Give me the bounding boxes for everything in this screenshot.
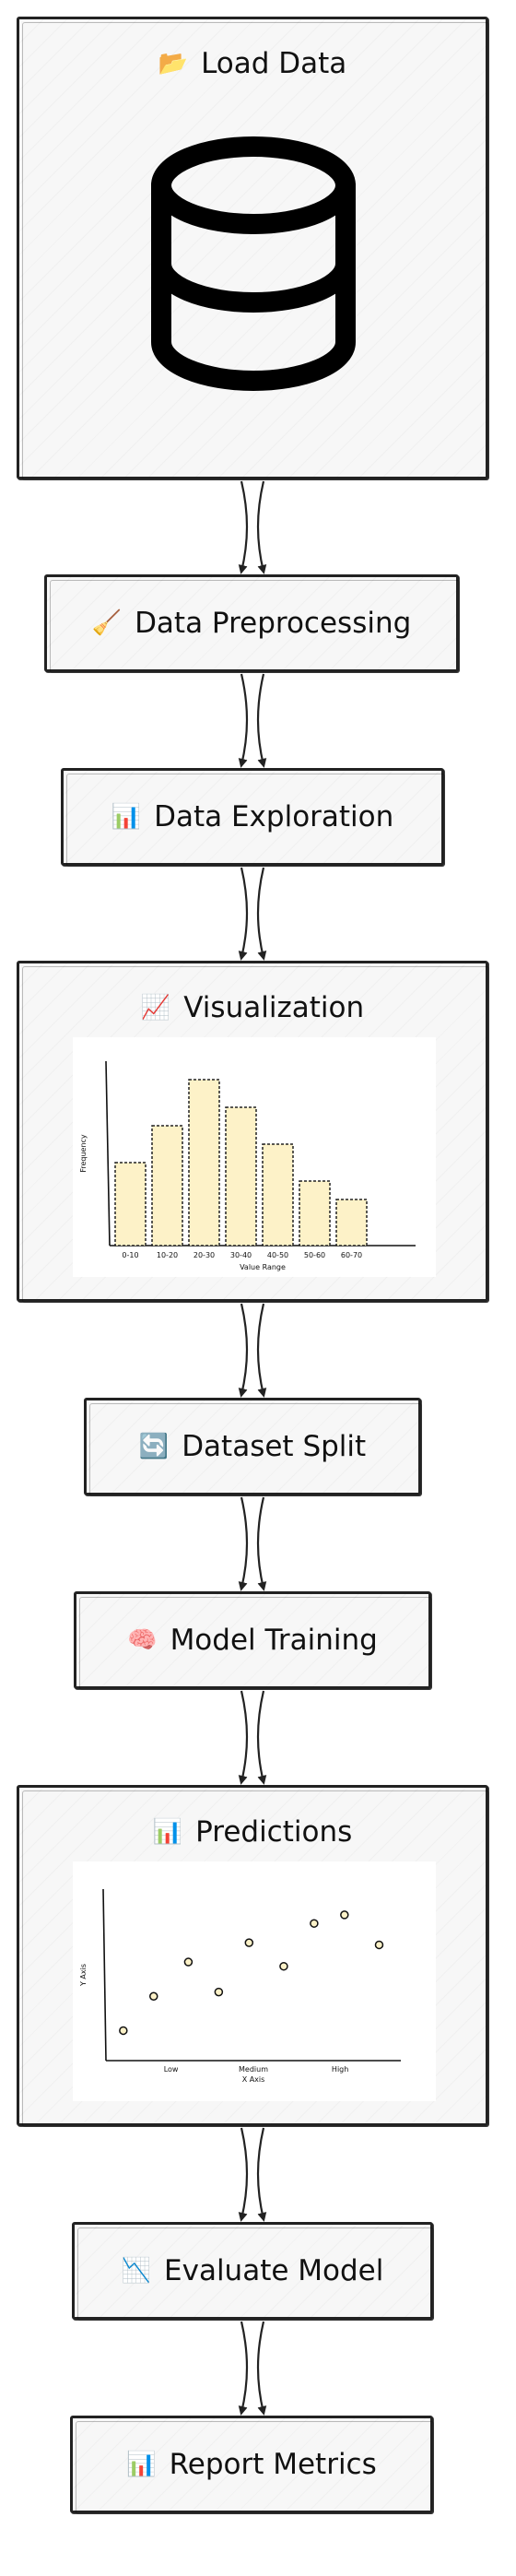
connector-arrow-7-1 bbox=[256, 2321, 267, 2416]
step-label: Data Exploration bbox=[154, 800, 394, 833]
scatter-point bbox=[183, 1957, 194, 1967]
y-axis-label: Y Axis bbox=[79, 1964, 88, 1987]
histogram-bar bbox=[299, 1180, 331, 1247]
step-predictions[interactable]: 📊 Predictions Low Medium High X Axis Y Axis bbox=[17, 1785, 489, 2127]
histogram-bar bbox=[262, 1143, 294, 1247]
line-chart-icon: 📈 bbox=[140, 994, 171, 1022]
step-title: 🔄 Dataset Split bbox=[87, 1400, 418, 1493]
x-axis-label: X Axis bbox=[242, 2075, 265, 2084]
x-tick-label: 0-10 bbox=[122, 1251, 138, 1259]
x-axis-label: Value Range bbox=[240, 1263, 286, 1271]
x-tick-label: 10-20 bbox=[157, 1251, 178, 1259]
connector-arrow-4-0 bbox=[238, 1496, 249, 1591]
bar-chart-icon: 📊 bbox=[111, 803, 142, 831]
step-title: 📈 Visualization bbox=[19, 991, 486, 1024]
step-title: 📂 Load Data bbox=[19, 47, 486, 80]
scatter-point bbox=[244, 1938, 254, 1947]
bar-chart-icon: 📊 bbox=[152, 1818, 183, 1846]
x-tick-label: High bbox=[332, 2065, 348, 2074]
connector-arrow-3-0 bbox=[238, 1303, 249, 1398]
x-tick-label: 20-30 bbox=[194, 1251, 215, 1259]
step-report-metrics[interactable]: 📊 Report Metrics bbox=[70, 2416, 434, 2514]
scatter-panel: Low Medium High X Axis Y Axis bbox=[73, 1861, 436, 2101]
step-title: 📊 Report Metrics bbox=[73, 2418, 430, 2511]
connector-arrow-1-0 bbox=[238, 673, 249, 768]
histogram-panel: 0-10 10-20 20-30 30-40 40-50 50-60 60-70 Value … bbox=[73, 1037, 436, 1277]
histogram-bar bbox=[225, 1106, 257, 1247]
step-title: 🧹 Data Preprocessing bbox=[47, 577, 456, 669]
connector-arrow-3-1 bbox=[256, 1303, 267, 1398]
step-title: 📉 Evaluate Model bbox=[75, 2225, 430, 2317]
chart-decreasing-icon: 📉 bbox=[121, 2257, 152, 2285]
step-label: Dataset Split bbox=[182, 1430, 367, 1463]
step-dataset-split[interactable]: 🔄 Dataset Split bbox=[84, 1398, 422, 1496]
cycle-icon: 🔄 bbox=[138, 1433, 170, 1460]
histogram-bar bbox=[151, 1125, 183, 1247]
step-title: 📊 Predictions bbox=[19, 1815, 486, 1849]
scatter-point bbox=[310, 1919, 319, 1928]
step-visualization[interactable]: 📈 Visualization 0-10 10-20 20-30 30-40 40-50… bbox=[17, 961, 489, 1303]
step-data-exploration[interactable]: 📊 Data Exploration bbox=[61, 768, 445, 867]
scatter-point bbox=[374, 1940, 384, 1950]
connector-arrow-6-1 bbox=[256, 2127, 267, 2222]
scatter-chart: Low Medium High X Axis Y Axis bbox=[79, 1888, 401, 2084]
step-evaluate-model[interactable]: 📉 Evaluate Model bbox=[72, 2222, 434, 2321]
step-load-data[interactable]: 📂 Load Data bbox=[17, 17, 489, 480]
step-title: 📊 Data Exploration bbox=[64, 771, 441, 863]
connector-arrow-4-1 bbox=[256, 1496, 267, 1591]
step-model-training[interactable]: 🧠 Model Training bbox=[74, 1591, 432, 1690]
x-tick-label: 60-70 bbox=[341, 1251, 362, 1259]
scatter-point bbox=[279, 1961, 288, 1971]
x-tick-label: 50-60 bbox=[304, 1251, 325, 1259]
connector-arrow-2-0 bbox=[238, 867, 249, 961]
step-label: Report Metrics bbox=[169, 2448, 377, 2481]
x-tick-label: 40-50 bbox=[267, 1251, 288, 1259]
y-axis bbox=[105, 1060, 111, 1247]
connector-arrow-6-0 bbox=[238, 2127, 249, 2222]
scatter-point bbox=[119, 2026, 128, 2036]
step-label: Predictions bbox=[195, 1815, 353, 1849]
connector-arrow-5-0 bbox=[238, 1690, 249, 1785]
x-tick-label: Low bbox=[164, 2065, 179, 2074]
y-axis bbox=[102, 1888, 107, 2062]
scatter-point bbox=[149, 1991, 158, 2001]
step-label: Data Preprocessing bbox=[135, 607, 412, 640]
step-label: Visualization bbox=[183, 991, 365, 1024]
database-icon bbox=[151, 136, 356, 391]
bar-chart-icon: 📊 bbox=[126, 2451, 157, 2478]
scatter-point bbox=[340, 1910, 349, 1920]
histogram-bar bbox=[335, 1199, 368, 1247]
connector-arrow-7-0 bbox=[238, 2321, 249, 2416]
broom-icon: 🧹 bbox=[91, 609, 123, 637]
histogram-bar bbox=[188, 1079, 220, 1247]
step-data-preprocessing[interactable]: 🧹 Data Preprocessing bbox=[44, 574, 460, 673]
y-axis-label: Frequency bbox=[79, 1134, 88, 1173]
histogram-chart: 0-10 10-20 20-30 30-40 40-50 50-60 60-70 Value … bbox=[79, 1060, 416, 1271]
scatter-point bbox=[214, 1987, 224, 1997]
connector-arrow-1-1 bbox=[256, 673, 267, 768]
connector-arrow-5-1 bbox=[256, 1690, 267, 1785]
connector-arrow-0-1 bbox=[256, 480, 267, 574]
x-tick-label: Medium bbox=[239, 2065, 268, 2074]
step-label: Load Data bbox=[201, 47, 347, 80]
connector-arrow-2-1 bbox=[256, 867, 267, 961]
x-tick-label: 30-40 bbox=[230, 1251, 252, 1259]
step-title: 🧠 Model Training bbox=[76, 1594, 428, 1686]
step-label: Evaluate Model bbox=[164, 2254, 384, 2287]
folder-icon: 📂 bbox=[158, 50, 189, 77]
connector-arrow-0-0 bbox=[238, 480, 249, 574]
histogram-bar bbox=[114, 1162, 147, 1247]
step-label: Model Training bbox=[170, 1624, 378, 1657]
brain-icon: 🧠 bbox=[127, 1626, 158, 1654]
